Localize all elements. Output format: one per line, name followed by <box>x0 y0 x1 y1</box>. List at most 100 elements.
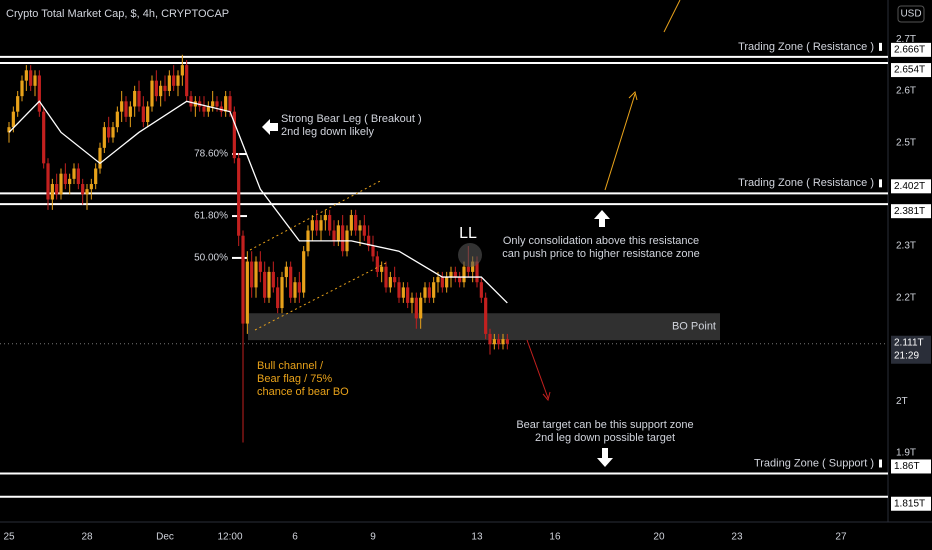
candle-body <box>137 90 141 107</box>
arrow-up-icon <box>594 210 610 227</box>
candle-body <box>63 173 67 185</box>
candle-body <box>319 220 323 231</box>
candle-body <box>505 339 509 344</box>
x-tick-label: 23 <box>731 532 743 543</box>
candle-body <box>432 282 436 298</box>
moving-average <box>8 100 508 304</box>
candle-body <box>453 271 457 278</box>
candle-body <box>349 215 353 231</box>
candle-body <box>185 65 189 97</box>
x-tick-label: 25 <box>3 532 15 543</box>
candle-body <box>120 101 124 112</box>
candle-body <box>124 101 128 117</box>
candle-body <box>297 282 301 293</box>
countdown-label: 21:29 <box>894 350 919 361</box>
x-tick-label: 27 <box>835 532 847 543</box>
bo-zone-label: BO Point <box>672 321 716 333</box>
price-label-box <box>891 63 931 78</box>
annotation-ll: LL <box>459 225 477 242</box>
annotation: Only consolidation above this resistance <box>503 235 699 247</box>
price-label: 1.815T <box>894 498 925 509</box>
candle-body <box>276 287 280 309</box>
price-label-box <box>891 459 931 474</box>
candle-body <box>72 168 76 179</box>
fib-label: 50.00% <box>194 253 228 264</box>
arrow-down-red <box>526 339 549 399</box>
price-label-box <box>891 42 931 57</box>
candle-body <box>228 96 232 112</box>
x-tick-label: 16 <box>549 532 561 543</box>
candle-body <box>436 277 440 283</box>
candle-body <box>410 297 414 303</box>
candle-body <box>475 261 479 283</box>
candle-body <box>237 158 241 236</box>
candle-body <box>375 256 379 272</box>
candle-body <box>310 220 314 231</box>
y-tick-label: 2.3T <box>896 241 916 252</box>
candle-body <box>284 266 288 278</box>
candle-body <box>362 225 366 236</box>
candle-body <box>55 184 59 195</box>
plot: BO Point 78.60% 61.80% 50.00% <box>0 54 888 498</box>
y-tick-label: 2T <box>896 396 908 407</box>
candle-body <box>107 127 111 138</box>
candle-body <box>406 287 410 303</box>
annotation: Bear target can be this support zone <box>516 419 693 431</box>
candle-body <box>250 261 254 288</box>
candle-body <box>267 271 271 298</box>
price-label: 2.402T <box>894 181 925 192</box>
arrow-down-icon <box>597 448 613 467</box>
candle-body <box>154 80 158 97</box>
x-tick-label: 28 <box>81 532 93 543</box>
candle-body <box>50 184 54 200</box>
candle-body <box>180 65 184 76</box>
candle-body <box>115 111 119 128</box>
candle-body <box>98 147 102 169</box>
candle-body <box>245 261 249 324</box>
annotation: Bear flag / 75% <box>257 373 332 385</box>
candle-body <box>29 70 33 86</box>
last-price-box <box>891 335 931 364</box>
candle-body <box>128 106 132 117</box>
candle-body <box>293 282 297 298</box>
candle-body <box>94 168 98 185</box>
candle-body <box>146 106 150 122</box>
y-tick-label: 1.9T <box>896 447 916 458</box>
price-label: 2.654T <box>894 65 925 76</box>
candle-body <box>323 215 327 221</box>
candle-body <box>471 261 475 272</box>
x-tick-label: 13 <box>471 532 483 543</box>
fib-label: 61.80% <box>194 211 228 222</box>
candle-body <box>241 235 245 324</box>
candle-body <box>89 184 93 190</box>
candle-body <box>16 96 20 112</box>
y-tick-label: 2.5T <box>896 137 916 148</box>
candle-body <box>488 333 492 345</box>
annotation: can push price to higher resistance zone <box>502 248 700 260</box>
currency-label: USD <box>900 9 921 20</box>
arrowhead <box>542 391 551 402</box>
candle-body <box>449 271 453 278</box>
candle-body <box>388 277 392 288</box>
currency-badge[interactable] <box>897 5 925 23</box>
price-label: 2.666T <box>894 44 925 55</box>
candle-body <box>20 80 24 97</box>
candle-body <box>133 90 137 107</box>
price-label: 2.381T <box>894 206 925 217</box>
candle-body <box>33 75 37 86</box>
candle-body <box>24 70 28 81</box>
candle-body <box>397 282 401 298</box>
candle-body <box>492 339 496 345</box>
candle-body <box>458 277 462 283</box>
candle-body <box>440 277 444 288</box>
price-label-box <box>891 179 931 194</box>
candle-body <box>371 246 375 257</box>
x-tick-label: 20 <box>653 532 665 543</box>
candle-body <box>172 75 176 86</box>
x-tick-label: 6 <box>292 532 298 543</box>
candle-body <box>271 271 275 288</box>
candle-body <box>59 173 63 195</box>
candle-body <box>159 85 163 97</box>
candle-body <box>466 266 470 272</box>
